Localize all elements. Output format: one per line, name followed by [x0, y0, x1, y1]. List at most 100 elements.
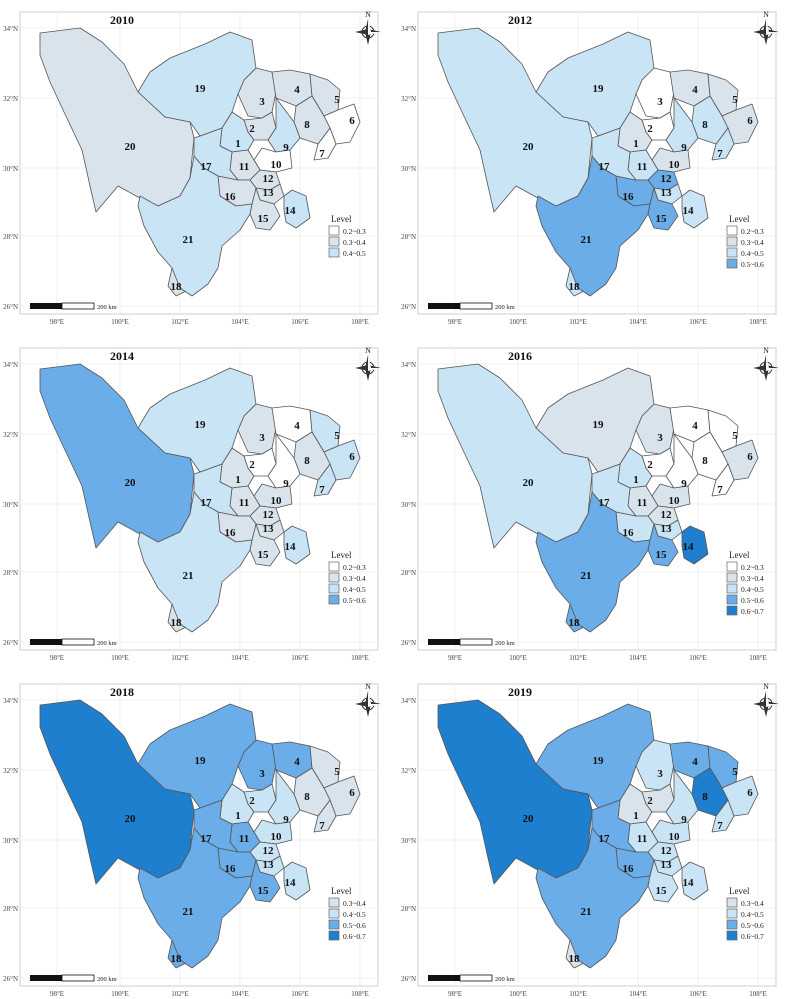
legend: Level 0.3~0.4 0.4~0.5 0.5~0.6 0.6~0.7 [328, 886, 366, 941]
region-label-7: 7 [717, 484, 723, 496]
legend-label: 0.2~0.3 [343, 563, 366, 572]
region-21 [535, 827, 651, 969]
region-14 [681, 861, 709, 901]
lat-tick-label: 28°N [401, 569, 416, 577]
region-label-6: 6 [747, 115, 753, 127]
legend-label: 0.3~0.4 [343, 899, 366, 908]
region-label-13: 13 [263, 523, 275, 535]
legend-swatch [328, 236, 340, 247]
lon-tick-label: 104°E [629, 990, 647, 996]
region-label-15: 15 [258, 885, 270, 897]
region-label-15: 15 [656, 549, 668, 561]
region-label-19: 19 [195, 419, 207, 431]
scale-label: 200 km [97, 976, 117, 983]
lon-tick-label: 98°E [448, 990, 462, 996]
region-label-7: 7 [319, 820, 325, 832]
legend-label: 0.6~0.7 [741, 932, 764, 941]
lon-tick-label: 104°E [629, 318, 647, 324]
region-label-3: 3 [259, 432, 265, 444]
legend-swatch [726, 919, 738, 930]
lat-tick-label: 34°N [3, 361, 18, 369]
scale-label: 200 km [495, 976, 515, 983]
region-19 [535, 31, 655, 137]
lon-tick-label: 102°E [171, 654, 189, 660]
lat-tick-label: 26°N [3, 975, 18, 983]
regions [39, 699, 361, 969]
lon-tick-label: 100°E [509, 318, 527, 324]
legend-title: Level [729, 214, 750, 224]
lon-tick-label: 106°E [689, 990, 707, 996]
region-label-21: 21 [581, 570, 592, 582]
north-arrow-icon: N [355, 346, 381, 381]
region-label-17: 17 [201, 497, 213, 509]
region-label-7: 7 [319, 484, 325, 496]
lat-tick-label: 32°N [401, 95, 416, 103]
legend-label: 0.3~0.4 [741, 238, 764, 247]
region-17 [193, 799, 239, 853]
region-14 [681, 189, 709, 229]
region-label-18: 18 [171, 953, 183, 965]
region-label-11: 11 [239, 497, 249, 509]
region-label-5: 5 [334, 94, 340, 106]
region-label-8: 8 [304, 119, 310, 131]
region-label-5: 5 [334, 430, 340, 442]
region-19 [137, 31, 257, 137]
panel-year: 2016 [508, 349, 532, 363]
region-label-12: 12 [661, 845, 673, 857]
lat-tick-label: 30°N [401, 837, 416, 845]
region-label-9: 9 [681, 142, 687, 154]
lat-tick-label: 28°N [3, 233, 18, 241]
region-label-8: 8 [702, 455, 708, 467]
panel-year: 2012 [508, 13, 532, 27]
lon-tick-label: 100°E [509, 990, 527, 996]
legend-label: 0.5~0.6 [343, 596, 366, 605]
lat-tick-label: 32°N [3, 95, 18, 103]
region-17 [591, 799, 637, 853]
region-label-21: 21 [183, 570, 194, 582]
region-19 [535, 367, 655, 473]
region-17 [193, 127, 239, 181]
region-label-3: 3 [259, 96, 265, 108]
region-label-18: 18 [569, 281, 581, 293]
region-label-1: 1 [633, 474, 639, 486]
legend-label: 0.4~0.5 [741, 910, 764, 919]
region-label-6: 6 [747, 787, 753, 799]
region-label-11: 11 [239, 161, 249, 173]
regions [437, 363, 759, 633]
region-21 [137, 491, 253, 633]
lat-tick-label: 34°N [401, 697, 416, 705]
lat-tick-label: 30°N [401, 165, 416, 173]
lat-tick-label: 32°N [3, 431, 18, 439]
region-label-4: 4 [692, 84, 698, 96]
region-label-16: 16 [623, 527, 635, 539]
region-label-8: 8 [702, 119, 708, 131]
legend-swatch [726, 236, 738, 247]
legend-swatch [328, 594, 340, 605]
region-15 [249, 859, 281, 903]
region-label-2: 2 [647, 795, 653, 807]
lon-tick-label: 100°E [111, 654, 129, 660]
region-label-16: 16 [623, 191, 635, 203]
lon-tick-label: 106°E [291, 318, 309, 324]
legend-swatch [328, 247, 340, 258]
region-15 [647, 859, 679, 903]
legend-swatch [726, 561, 738, 572]
map-svg: 34°N 32°N 30°N 28°N 26°N 98°E 100°E 102°E 104°E 1… [401, 346, 779, 660]
lat-tick-label: 26°N [3, 639, 18, 647]
region-label-19: 19 [593, 419, 605, 431]
scale-label: 200 km [97, 304, 117, 311]
regions [437, 699, 759, 969]
lat-tick-label: 30°N [3, 837, 18, 845]
legend-label: 0.2~0.3 [741, 227, 764, 236]
region-label-2: 2 [647, 123, 653, 135]
region-label-13: 13 [661, 859, 673, 871]
region-label-14: 14 [285, 541, 297, 553]
region-label-16: 16 [225, 527, 237, 539]
region-label-17: 17 [599, 161, 611, 173]
region-label-9: 9 [681, 478, 687, 490]
region-label-7: 7 [319, 148, 325, 160]
lat-tick-label: 26°N [3, 303, 18, 311]
